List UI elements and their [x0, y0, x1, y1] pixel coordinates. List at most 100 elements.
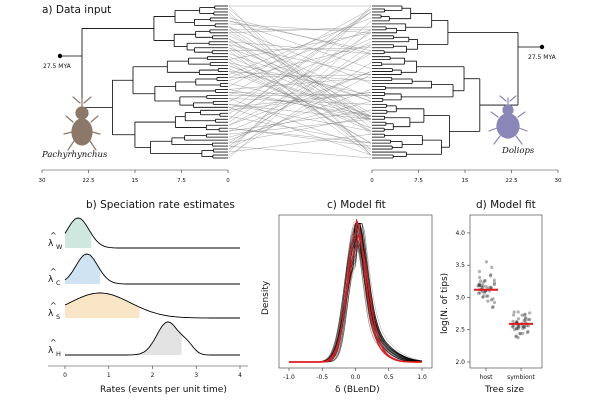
axis-tick-label: 1	[107, 372, 111, 379]
scatter-point	[528, 311, 532, 315]
panel-d-title: d) Model fit	[476, 199, 536, 211]
scatter-point	[492, 283, 496, 287]
density-dot	[354, 237, 356, 239]
row-label-subscript: C	[56, 279, 61, 287]
association-link	[228, 44, 372, 75]
scatter-point	[490, 305, 495, 310]
axis-tick-label: 22.5	[82, 178, 95, 184]
panel-d-xlabel: Tree size	[484, 385, 525, 395]
association-link	[228, 20, 372, 51]
ridgeline-plot	[64, 217, 240, 356]
association-link	[228, 35, 372, 99]
panel-d-y-axis: 2.0 2.5 3.0 3.5 4.0	[455, 230, 470, 366]
row-label-hat: ^	[50, 338, 57, 347]
right-time-axis: 0 7.5 15 22.5 30	[370, 169, 562, 184]
right-phylogeny	[372, 5, 519, 159]
association-link	[228, 74, 372, 150]
scatter-point	[521, 326, 525, 331]
model-fit-line	[289, 233, 422, 363]
row-label-subscript: W	[56, 243, 63, 251]
scatter-point	[523, 319, 527, 323]
scatter-point	[486, 294, 490, 298]
scatter-point	[491, 305, 495, 309]
density-dot	[357, 248, 359, 250]
association-link	[228, 62, 372, 144]
scatter-point	[484, 260, 489, 264]
association-link	[228, 92, 372, 108]
association-link	[228, 71, 372, 132]
scatter-point	[523, 317, 527, 321]
scatter-point	[477, 284, 481, 288]
scatter-point	[511, 313, 516, 317]
density-plot	[289, 218, 423, 363]
axis-tick-label: 7.5	[414, 178, 423, 184]
scatter-plot	[474, 260, 533, 340]
axis-tick-label: 3.5	[455, 262, 465, 269]
density-dot	[357, 246, 359, 248]
scatter-point	[512, 310, 516, 314]
association-link	[228, 44, 372, 81]
scatter-point	[520, 324, 525, 328]
scatter-point	[516, 324, 520, 328]
panel-b-title: b) Speciation rate estimates	[86, 199, 235, 211]
scatter-point	[528, 317, 532, 322]
scatter-point	[523, 312, 527, 316]
scatter-point	[490, 265, 494, 269]
left-phylogeny	[81, 5, 228, 159]
scatter-point	[480, 285, 484, 290]
axis-tick-label: 7.5	[177, 178, 186, 184]
ridgeline-row-labels: λ W^λ C^λ S^λ H^	[48, 231, 63, 358]
panel-a-title: a) Data input	[42, 4, 111, 16]
scatter-point	[478, 283, 482, 288]
association-link	[228, 53, 372, 126]
panel-c-x-axis: -1.0 -0.5 0.0 0.5 1.0	[283, 368, 427, 381]
scatter-point	[477, 269, 482, 274]
association-link	[228, 8, 372, 87]
scatter-point	[477, 291, 481, 295]
axis-tick-label: 0.0	[351, 374, 361, 381]
panel-b-x-axis: 0 1 2 3 4	[63, 366, 242, 379]
scatter-point	[514, 334, 518, 338]
scatter-point	[488, 285, 492, 289]
association-link	[228, 5, 372, 156]
density-dot	[353, 237, 355, 239]
ridge-fill	[65, 254, 100, 284]
scatter-point	[512, 328, 517, 332]
category-label: host	[480, 374, 494, 381]
scatter-point	[526, 318, 530, 322]
scatter-point	[476, 284, 480, 288]
row-label-subscript: H	[56, 350, 61, 358]
axis-tick-label: 1.0	[417, 374, 427, 381]
row-label: λ	[48, 346, 54, 356]
scatter-point	[516, 327, 520, 331]
axis-tick-label: 3.0	[455, 294, 465, 301]
association-link	[228, 26, 372, 84]
axis-tick-label: 30	[39, 178, 46, 184]
axis-tick-label: 0.5	[384, 374, 394, 381]
axis-tick-label: 3	[194, 372, 198, 379]
scatter-point	[479, 279, 483, 283]
axis-tick-label: 30	[555, 178, 562, 184]
ridge-line	[64, 253, 240, 285]
axis-tick-label: 4.0	[455, 230, 465, 237]
association-link	[228, 44, 372, 147]
axis-tick-label: 2	[151, 372, 155, 379]
scatter-point	[492, 281, 497, 285]
ridge-line	[65, 321, 240, 356]
density-dot	[353, 232, 355, 234]
scatter-point	[481, 295, 485, 299]
density-dot	[355, 259, 356, 261]
axis-tick-label: -1.0	[283, 374, 295, 381]
scatter-point	[522, 318, 526, 323]
scatter-point	[479, 284, 483, 288]
association-link	[228, 8, 372, 120]
right-root-marker	[539, 44, 545, 50]
scatter-point	[514, 326, 519, 331]
simulated-density	[289, 230, 422, 363]
association-link	[228, 23, 372, 33]
simulated-density	[289, 231, 423, 363]
panel-d-x-axis: host symbiont	[480, 368, 536, 381]
panel-a: a) Data input 27.5 MYA 27.5 MYA Pachyrhy…	[39, 4, 562, 184]
association-link	[228, 38, 372, 102]
